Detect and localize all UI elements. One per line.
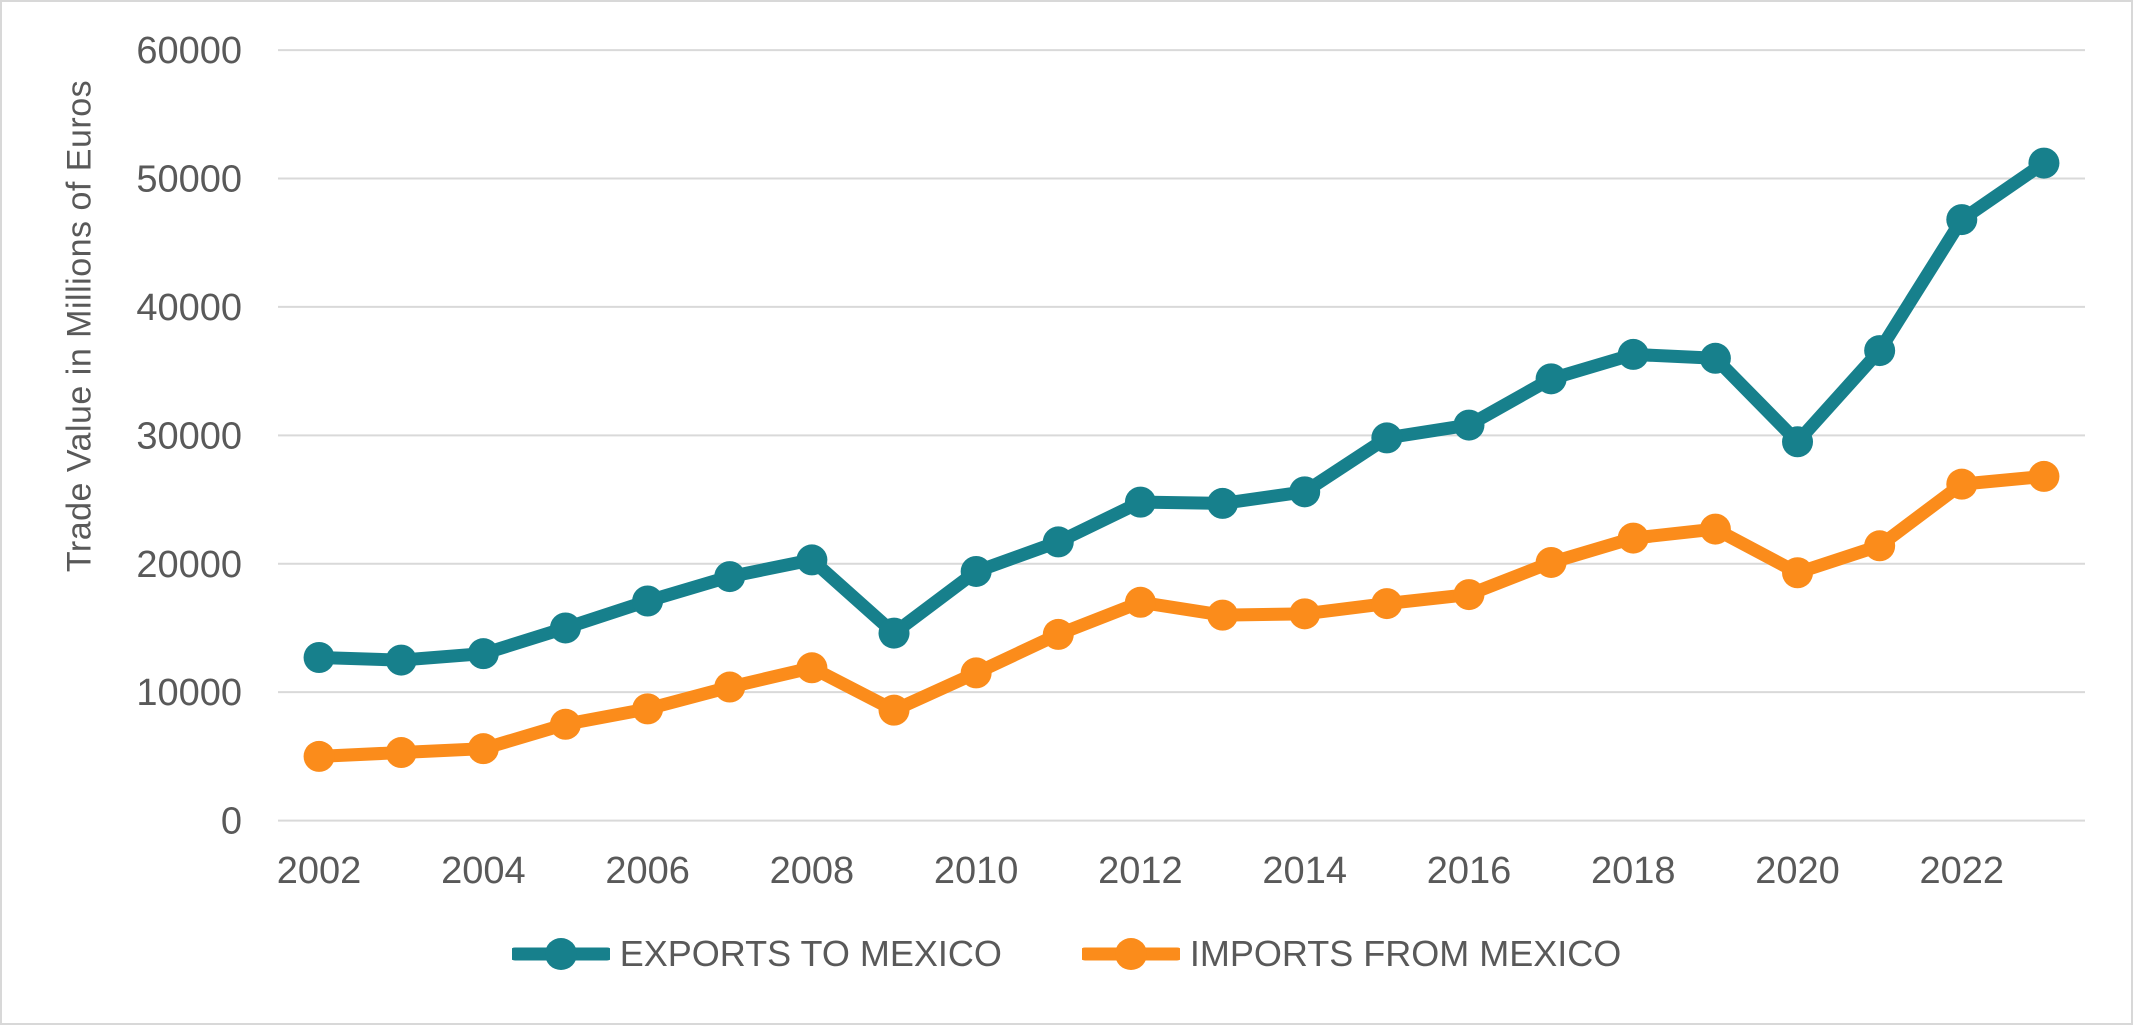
data-point-exports-to-mexico-2011 [1042, 526, 1074, 558]
x-tick-label-2022: 2022 [1920, 850, 2005, 892]
y-tick-label-60000: 60000 [136, 30, 242, 72]
y-tick-label-10000: 10000 [136, 672, 242, 714]
data-point-imports-from-mexico-2014 [1289, 598, 1321, 630]
y-axis-title: Trade Value in Millions of Euros [60, 79, 99, 573]
data-point-exports-to-mexico-2010 [960, 555, 992, 587]
data-point-exports-to-mexico-2015 [1371, 422, 1403, 454]
exports-line-marker-icon [511, 938, 610, 970]
data-point-imports-from-mexico-2006 [632, 693, 664, 725]
data-point-imports-from-mexico-2003 [385, 737, 417, 769]
x-tick-label-2016: 2016 [1427, 850, 1512, 892]
y-tick-label-0: 0 [221, 801, 242, 843]
data-point-imports-from-mexico-2019 [1699, 513, 1731, 545]
legend-label-imports: IMPORTS FROM MEXICO [1189, 933, 1622, 974]
data-point-imports-from-mexico-2012 [1124, 586, 1156, 618]
data-point-imports-from-mexico-2010 [960, 657, 992, 689]
data-point-imports-from-mexico-2009 [878, 694, 910, 726]
data-point-imports-from-mexico-2020 [1782, 557, 1814, 589]
x-tick-label-2006: 2006 [605, 850, 690, 892]
x-tick-label-2002: 2002 [277, 850, 362, 892]
data-point-imports-from-mexico-2007 [714, 671, 746, 703]
x-tick-label-2008: 2008 [770, 850, 855, 892]
data-point-imports-from-mexico-2002 [303, 740, 335, 772]
data-point-exports-to-mexico-2003 [385, 644, 417, 676]
data-point-exports-to-mexico-2018 [1617, 338, 1649, 370]
data-point-exports-to-mexico-2006 [632, 585, 664, 617]
chart-legend: EXPORTS TO MEXICO IMPORTS FROM MEXICO [2, 926, 2131, 982]
legend-item-exports: EXPORTS TO MEXICO [511, 933, 1002, 975]
data-point-imports-from-mexico-2023 [2028, 460, 2060, 492]
series-line-imports-from-mexico [312, 469, 2051, 763]
data-point-imports-from-mexico-2013 [1207, 599, 1239, 631]
y-tick-label-20000: 20000 [136, 544, 242, 586]
data-point-imports-from-mexico-2015 [1371, 588, 1403, 620]
data-point-imports-from-mexico-2008 [796, 652, 828, 684]
data-point-imports-from-mexico-2022 [1946, 468, 1978, 500]
y-tick-label-50000: 50000 [136, 159, 242, 201]
data-point-exports-to-mexico-2017 [1535, 363, 1567, 395]
data-point-exports-to-mexico-2008 [796, 544, 828, 576]
data-point-exports-to-mexico-2007 [714, 561, 746, 593]
x-tick-label-2020: 2020 [1755, 850, 1840, 892]
x-tick-label-2012: 2012 [1098, 850, 1183, 892]
data-point-imports-from-mexico-2021 [1864, 530, 1896, 562]
data-point-exports-to-mexico-2023 [2028, 147, 2060, 179]
data-point-exports-to-mexico-2014 [1289, 476, 1321, 508]
data-point-imports-from-mexico-2011 [1042, 618, 1074, 650]
data-point-exports-to-mexico-2022 [1946, 204, 1978, 236]
data-point-exports-to-mexico-2002 [303, 642, 335, 674]
data-point-exports-to-mexico-2005 [549, 612, 581, 644]
legend-item-imports: IMPORTS FROM MEXICO [1081, 933, 1622, 975]
y-tick-label-40000: 40000 [136, 287, 242, 329]
legend-label-exports: EXPORTS TO MEXICO [619, 933, 1002, 974]
x-tick-label-2018: 2018 [1591, 850, 1676, 892]
data-point-exports-to-mexico-2012 [1124, 486, 1156, 518]
data-point-exports-to-mexico-2021 [1864, 335, 1896, 367]
data-point-exports-to-mexico-2016 [1453, 409, 1485, 441]
data-point-imports-from-mexico-2018 [1617, 522, 1649, 554]
series-line-exports-to-mexico [312, 156, 2051, 667]
data-point-exports-to-mexico-2020 [1782, 426, 1814, 458]
x-tick-label-2004: 2004 [441, 850, 526, 892]
data-point-exports-to-mexico-2019 [1699, 342, 1731, 374]
data-point-imports-from-mexico-2004 [467, 733, 499, 765]
x-tick-label-2014: 2014 [1262, 850, 1347, 892]
data-point-imports-from-mexico-2017 [1535, 546, 1567, 578]
data-point-imports-from-mexico-2005 [549, 708, 581, 740]
imports-line-marker-icon [1081, 938, 1180, 970]
data-point-exports-to-mexico-2013 [1207, 487, 1239, 519]
data-point-exports-to-mexico-2009 [878, 617, 910, 649]
y-tick-label-30000: 30000 [136, 415, 242, 457]
data-point-imports-from-mexico-2016 [1453, 579, 1485, 611]
data-point-exports-to-mexico-2004 [467, 638, 499, 670]
x-tick-label-2010: 2010 [934, 850, 1019, 892]
